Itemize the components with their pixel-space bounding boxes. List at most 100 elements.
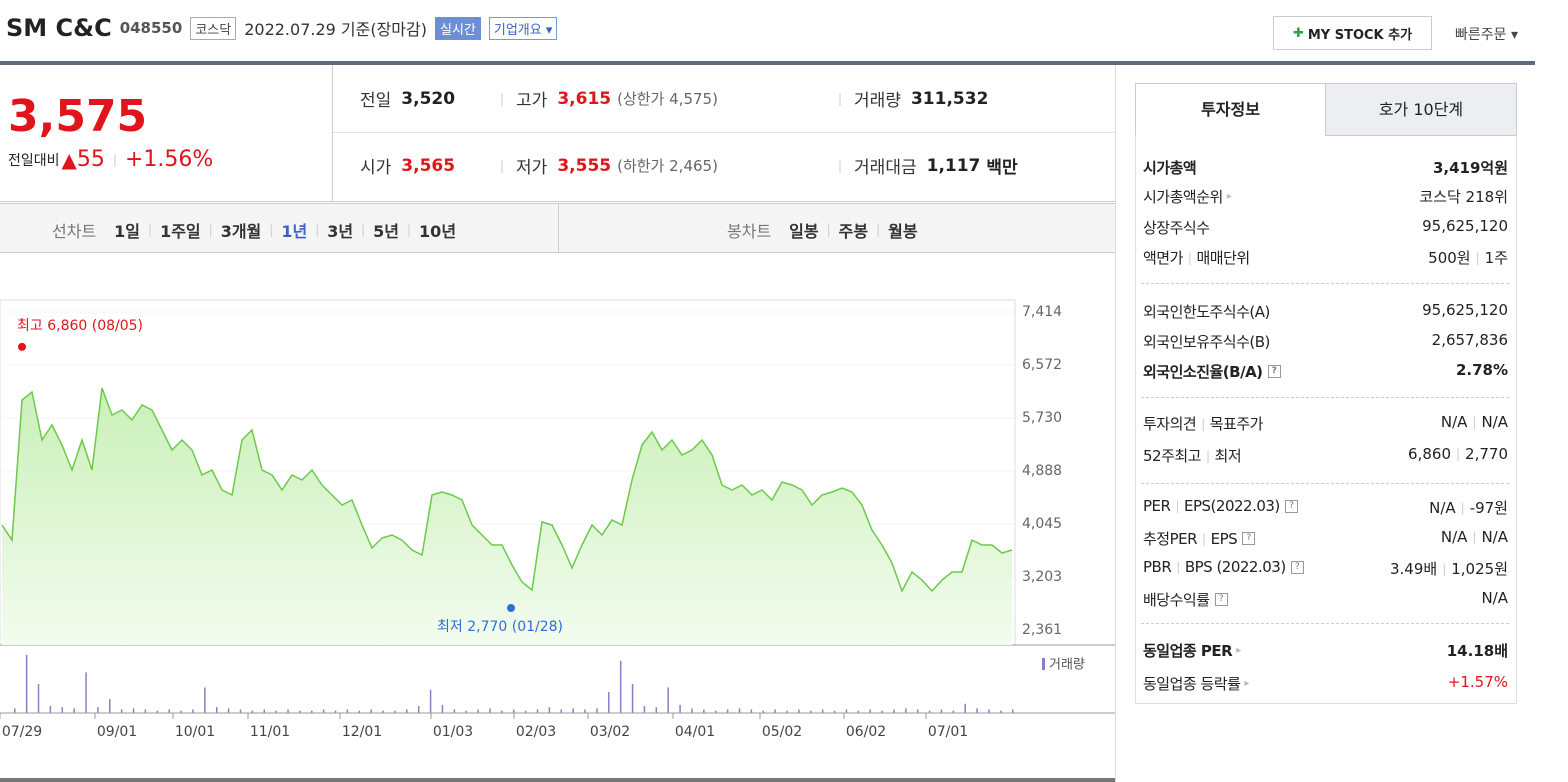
label-text: 외국인보유주식수(B)	[1143, 333, 1270, 351]
label-text: 투자의견	[1143, 415, 1197, 433]
info-sub: (하한가 2,465)	[617, 157, 718, 175]
volume-bar	[905, 708, 907, 713]
tab[interactable]: 10년	[419, 222, 457, 241]
row-label: 외국인보유주식수(B)	[1143, 331, 1270, 352]
volume-bar	[334, 710, 337, 713]
label-text: 시가총액	[1143, 159, 1197, 177]
value-text: 1주	[1484, 249, 1508, 267]
change-row: 전일대비 ▲ 55 | +1.56%	[8, 147, 214, 172]
volume-bar	[726, 709, 729, 713]
high-label: 최고 6,860 (08/05)	[17, 318, 143, 334]
y-tick-label: 4,888	[1022, 463, 1062, 479]
volume-bar	[821, 709, 824, 713]
help-icon[interactable]: ?	[1290, 560, 1304, 574]
volume-bar	[928, 710, 931, 713]
row-value: N/A | N/A	[1441, 413, 1508, 431]
volume-bar	[798, 709, 800, 713]
separator: |	[208, 223, 213, 237]
tab[interactable]: 3년	[327, 222, 354, 241]
info-grid: 전일 3,520 | 고가 3,615 (상한가 4,575) | 거래량 311,532 시가 3…	[333, 65, 1115, 202]
sidebar: 투자정보 호가 10단계 시가총액 3,419억원 시가총액순위 ▸ 코스닥 218위 상장주…	[1135, 83, 1517, 704]
low-dot	[507, 604, 515, 612]
y-tick-label: 7,414	[1022, 304, 1062, 320]
volume-bar	[596, 708, 598, 713]
realtime-badge[interactable]: 실시간	[434, 16, 481, 40]
volume-legend-swatch	[1042, 658, 1045, 670]
row-label: 상장주식수	[1143, 217, 1210, 238]
help-icon[interactable]: ?	[1242, 532, 1256, 545]
volume-bar	[524, 710, 527, 713]
row-value: N/A | N/A	[1441, 528, 1508, 546]
separator: |	[1175, 499, 1179, 513]
separator: |	[500, 91, 505, 106]
volume-bar	[619, 660, 622, 713]
volume-bar	[572, 708, 574, 713]
label-text: 배당수익률	[1143, 591, 1210, 609]
header: SM C&C 048550 코스닥 2022.07.29 기준(장마감) 실시간…	[6, 14, 558, 42]
quick-order-text: 빠른주문	[1455, 27, 1507, 43]
tab[interactable]: 일봉	[789, 222, 819, 241]
separator: |	[876, 223, 881, 237]
arrow-icon: ▸	[1226, 191, 1232, 202]
info-value: 3,565	[401, 155, 456, 176]
row-value: 6,860 | 2,770	[1408, 445, 1508, 463]
help-icon[interactable]: ?	[1267, 365, 1281, 378]
row-label: 시가총액순위 ▸	[1143, 186, 1232, 207]
tab[interactable]: 1년	[281, 222, 308, 241]
separator: |	[1456, 447, 1461, 461]
tab[interactable]: 3개월	[220, 222, 262, 241]
chart: 2,361 3,203 4,045 4,888 5,730 6,572 7,414 최고 6,…	[0, 299, 1115, 740]
company-badge[interactable]: 기업개요 ▾	[488, 16, 558, 40]
price-area	[2, 388, 1012, 645]
tab[interactable]: 5년	[373, 222, 399, 241]
label-text: EPS	[1210, 529, 1238, 548]
volume-bar	[667, 687, 669, 713]
volume-bar	[786, 710, 788, 713]
side-tab[interactable]: 호가 10단계	[1325, 83, 1517, 136]
my-stock-text: MY STOCK 추가	[1307, 27, 1413, 43]
info-value: 3,520	[401, 88, 456, 109]
price-line	[1, 387, 1013, 593]
label-text: 액면가	[1143, 249, 1183, 267]
separator: |	[826, 223, 831, 237]
x-tick-label: 01/03	[433, 724, 473, 740]
quick-order[interactable]: 빠른주문 ▾	[1455, 27, 1519, 43]
row-label: 동일업종 등락률 ▸	[1143, 673, 1249, 694]
info-label: 거래대금	[854, 158, 917, 178]
help-icon[interactable]: ?	[1284, 499, 1298, 513]
value-text: -97원	[1469, 499, 1508, 517]
label-text: 목표주가	[1209, 415, 1264, 433]
info-cell: | 거래량 311,532	[838, 86, 994, 112]
x-tick-label: 05/02	[762, 724, 802, 740]
bottom-rule	[0, 778, 1115, 782]
volume-bar	[382, 710, 384, 713]
side-tab[interactable]: 투자정보	[1135, 83, 1326, 135]
separator: |	[1201, 416, 1205, 431]
volume-bar	[501, 710, 503, 713]
label-text: 상장주식수	[1143, 219, 1210, 237]
tab[interactable]: 월봉	[888, 222, 918, 241]
volume-bar	[857, 710, 860, 713]
value-text: 3,419억원	[1432, 159, 1508, 177]
tab[interactable]: 1주일	[160, 222, 201, 241]
stock-code: 048550	[119, 19, 183, 37]
volume-bar	[881, 710, 883, 713]
my-stock-button[interactable]: ✚ MY STOCK 추가	[1273, 16, 1432, 50]
volume-bar	[251, 710, 254, 713]
volume-bar	[370, 709, 372, 713]
x-tick-label: 07/29	[2, 724, 42, 740]
tab[interactable]: 1일	[114, 222, 141, 241]
help-icon[interactable]: ?	[1214, 593, 1228, 606]
volume-bar	[73, 708, 75, 713]
tab-row: 선차트 1일 | 1주일 | 3개월 | 1년 | 3년 | 5년 | 10년	[52, 218, 456, 242]
volume-bar	[691, 708, 693, 713]
label-text: EPS(2022.03)	[1184, 497, 1280, 515]
value-text: N/A	[1481, 528, 1508, 546]
separator: |	[1206, 448, 1210, 463]
volume-bar	[417, 706, 420, 713]
info-cell: | 고가 3,615 (상한가 4,575)	[500, 86, 718, 112]
value-text: 2.78%	[1455, 361, 1508, 379]
tab[interactable]: 주봉	[838, 222, 869, 241]
info-label: 거래량	[854, 91, 901, 111]
